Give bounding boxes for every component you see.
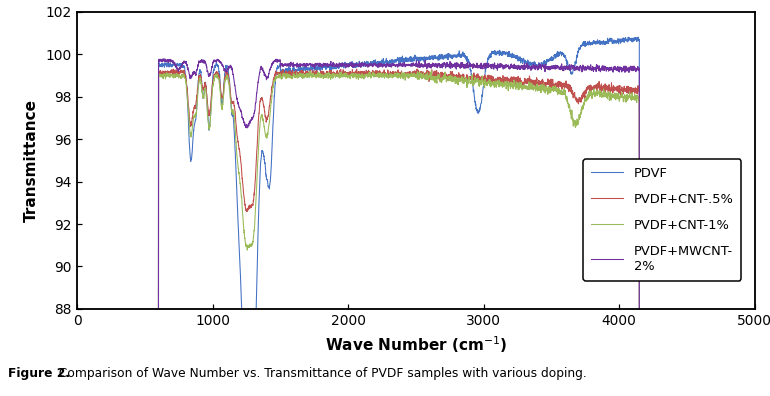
PDVF — [442, 52, 451, 57]
Line: PVDF+CNT-1%: PVDF+CNT-1% — [159, 71, 639, 396]
PVDF+CNT-1% — [241, 241, 250, 246]
PVDF+MWCNT-
2% — [442, 60, 451, 65]
PVDF+MWCNT-
2% — [159, 57, 169, 61]
PVDF+CNT-.5% — [413, 67, 422, 72]
X-axis label: Wave Number (cm$^{-1}$): Wave Number (cm$^{-1}$) — [325, 334, 507, 355]
PDVF — [549, 56, 558, 61]
Y-axis label: Transmittance: Transmittance — [25, 99, 39, 222]
PDVF — [634, 35, 643, 40]
PVDF+MWCNT-
2% — [337, 62, 346, 67]
PVDF+CNT-1% — [427, 69, 436, 73]
PDVF — [337, 60, 346, 65]
PDVF — [513, 56, 522, 61]
PVDF+CNT-1% — [513, 83, 522, 88]
PVDF+CNT-.5% — [467, 76, 476, 81]
Line: PVDF+MWCNT-
2%: PVDF+MWCNT- 2% — [159, 59, 639, 396]
PVDF+CNT-1% — [442, 76, 451, 81]
PVDF+CNT-1% — [549, 86, 558, 91]
PVDF+CNT-.5% — [241, 206, 250, 211]
PVDF+CNT-.5% — [549, 85, 558, 89]
Line: PVDF+CNT-.5%: PVDF+CNT-.5% — [159, 69, 639, 396]
PVDF+CNT-.5% — [337, 74, 346, 78]
PVDF+CNT-.5% — [442, 74, 451, 78]
PVDF+MWCNT-
2% — [467, 64, 476, 69]
PVDF+CNT-1% — [467, 80, 476, 84]
Text: Comparison of Wave Number vs. Transmittance of PVDF samples with various doping.: Comparison of Wave Number vs. Transmitta… — [55, 367, 588, 380]
PVDF+CNT-.5% — [513, 75, 522, 80]
Legend: PDVF, PVDF+CNT-.5%, PVDF+CNT-1%, PVDF+MWCNT-
2%: PDVF, PVDF+CNT-.5%, PVDF+CNT-1%, PVDF+MW… — [583, 159, 742, 280]
PDVF — [467, 71, 476, 76]
Text: Figure 2.: Figure 2. — [8, 367, 70, 380]
PVDF+MWCNT-
2% — [241, 124, 250, 129]
Line: PDVF: PDVF — [159, 37, 639, 396]
PVDF+MWCNT-
2% — [513, 67, 522, 71]
PVDF+MWCNT-
2% — [549, 65, 558, 69]
PVDF+CNT-1% — [337, 73, 346, 78]
